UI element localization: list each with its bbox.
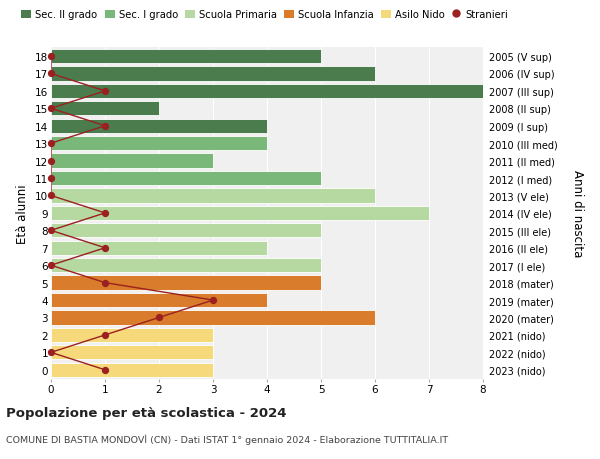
Bar xyxy=(51,50,321,64)
Bar xyxy=(51,84,483,99)
Bar xyxy=(51,189,375,203)
Bar xyxy=(51,241,267,255)
Point xyxy=(46,71,56,78)
Bar xyxy=(51,258,321,273)
Point xyxy=(100,366,110,374)
Point xyxy=(46,175,56,182)
Point xyxy=(46,262,56,269)
Point xyxy=(100,123,110,130)
Bar xyxy=(51,102,159,116)
Bar xyxy=(51,206,429,221)
Legend: Sec. II grado, Sec. I grado, Scuola Primaria, Scuola Infanzia, Asilo Nido, Stran: Sec. II grado, Sec. I grado, Scuola Prim… xyxy=(22,10,508,20)
Text: COMUNE DI BASTIA MONDOVÌ (CN) - Dati ISTAT 1° gennaio 2024 - Elaborazione TUTTIT: COMUNE DI BASTIA MONDOVÌ (CN) - Dati IST… xyxy=(6,434,448,444)
Bar xyxy=(51,154,213,168)
Text: Popolazione per età scolastica - 2024: Popolazione per età scolastica - 2024 xyxy=(6,406,287,419)
Bar xyxy=(51,328,213,342)
Bar xyxy=(51,293,267,308)
Point xyxy=(46,227,56,235)
Bar xyxy=(51,276,321,290)
Bar xyxy=(51,363,213,377)
Point xyxy=(46,106,56,113)
Point xyxy=(46,157,56,165)
Bar xyxy=(51,137,267,151)
Point xyxy=(46,192,56,200)
Point xyxy=(100,88,110,95)
Point xyxy=(100,210,110,217)
Point xyxy=(100,245,110,252)
Bar xyxy=(51,224,321,238)
Point xyxy=(100,280,110,287)
Point xyxy=(208,297,218,304)
Point xyxy=(100,331,110,339)
Point xyxy=(154,314,164,321)
Bar xyxy=(51,67,375,81)
Point xyxy=(46,53,56,61)
Bar xyxy=(51,172,321,186)
Y-axis label: Età alunni: Età alunni xyxy=(16,184,29,243)
Point xyxy=(46,140,56,147)
Bar xyxy=(51,119,267,134)
Y-axis label: Anni di nascita: Anni di nascita xyxy=(571,170,584,257)
Bar xyxy=(51,346,213,360)
Bar xyxy=(51,311,375,325)
Point xyxy=(46,349,56,356)
